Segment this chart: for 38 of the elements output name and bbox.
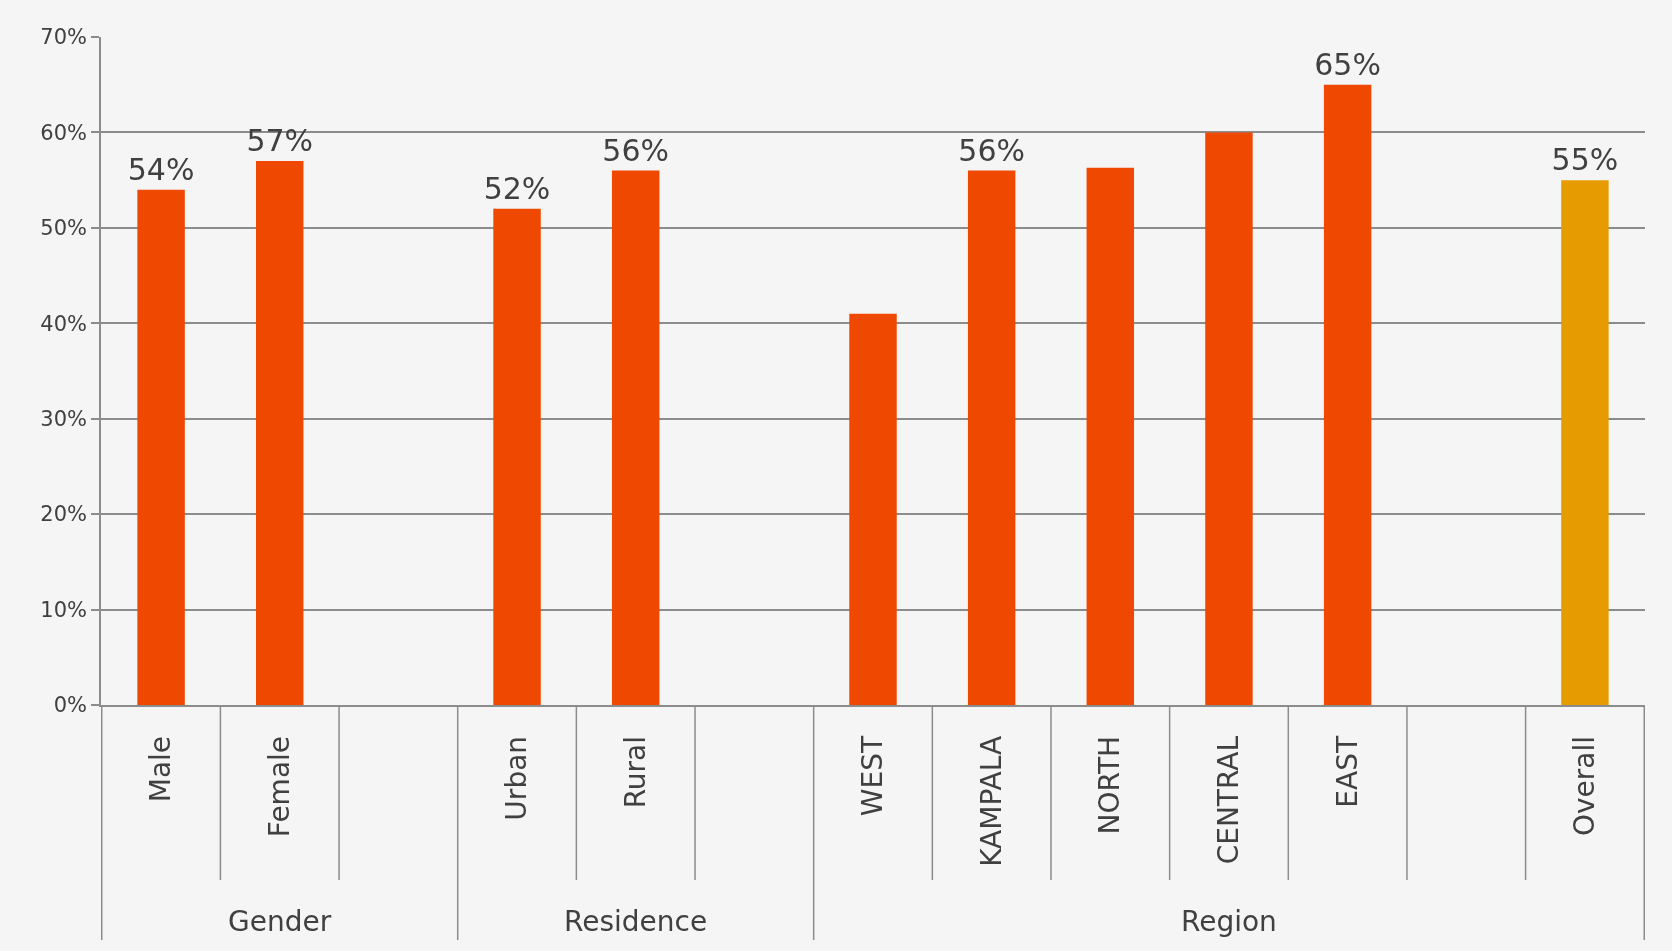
y-tick-label: 20% [40,502,88,527]
bar [1205,132,1253,705]
x-tick-label: KAMPALA [974,735,1008,867]
bar [493,208,541,705]
y-tick-label: 50% [40,216,88,241]
y-tick-label: 0% [53,693,88,718]
x-tick-label: Male [144,735,178,803]
bar [1323,84,1372,705]
bar [1086,167,1135,705]
text: Gender [228,905,332,938]
y-tick-label: 40% [40,311,88,336]
bar [256,161,304,705]
data-label: 52% [483,170,551,206]
x-tick-label: Rural [618,735,652,809]
data-label: 56% [958,132,1025,168]
y-tick-label: 70% [40,25,88,50]
x-tick-label: WEST [856,735,890,817]
x-tick-label: Urban [500,735,534,821]
x-tick-label: EAST [1330,735,1364,808]
x-tick-label: NORTH [1093,735,1127,835]
y-tick-label: 60% [40,120,88,145]
text: Region [1181,905,1277,938]
data-label: 57% [246,123,314,159]
x-tick-label: Female [262,735,296,838]
bar [967,170,1016,705]
bar [849,313,897,705]
y-tick-label: 10% [40,597,88,622]
text: Residence [564,905,708,938]
data-label: 65% [1314,46,1381,82]
data-label: 56% [602,132,670,168]
x-tick-label: CENTRAL [1212,735,1246,865]
bar [137,189,185,705]
data-label: 55% [1551,142,1619,178]
x-tick-label: Overall [1568,735,1602,837]
bar [1561,180,1609,705]
bar [611,170,660,705]
y-tick-label: 30% [40,407,88,432]
data-label: 54% [127,151,195,187]
